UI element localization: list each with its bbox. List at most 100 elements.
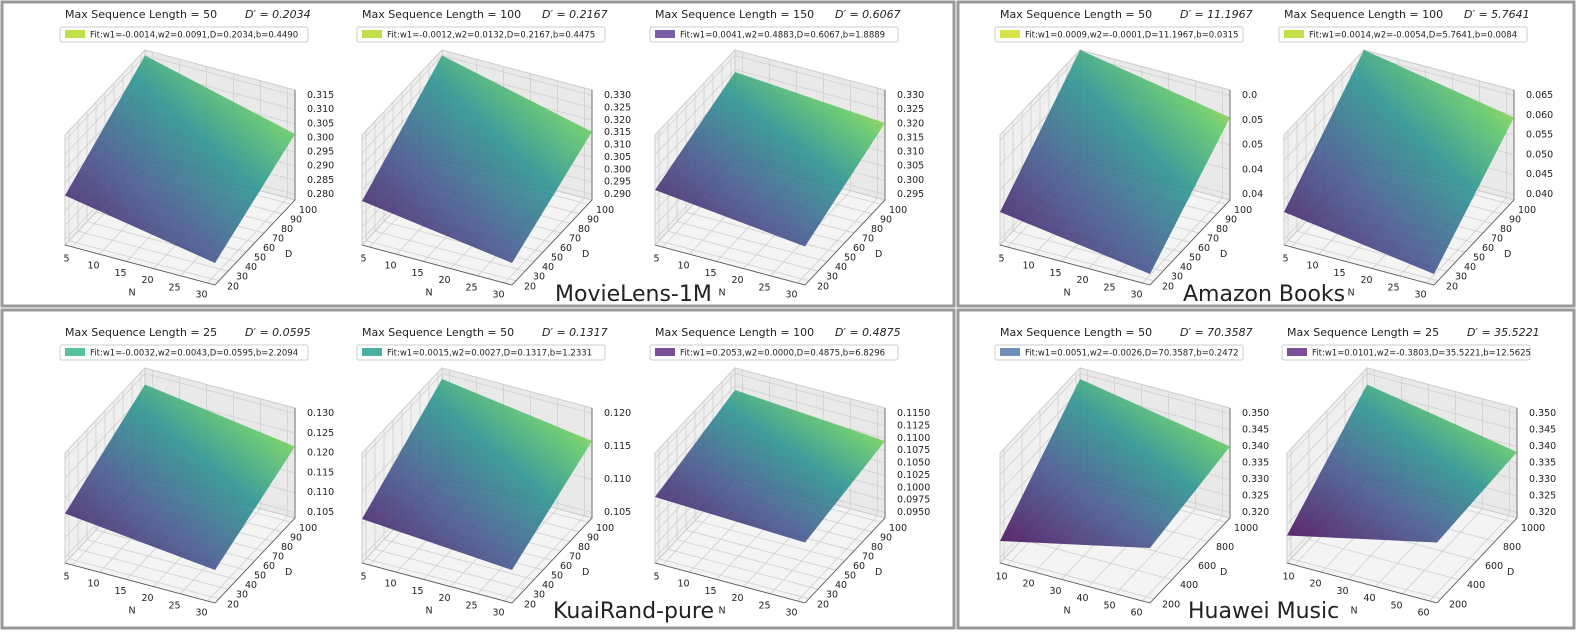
z-tick-label: 0.320: [1242, 507, 1269, 518]
x-tick-label: 10: [1306, 261, 1318, 272]
z-tick-label: 0.315: [604, 127, 631, 138]
legend-swatch: [1000, 348, 1020, 356]
grid-line: [654, 385, 736, 472]
y-tick-label: 50: [1473, 253, 1485, 264]
grid-line: [361, 373, 443, 459]
x-axis-label: N: [425, 606, 432, 617]
y-tick-label: 90: [587, 532, 599, 543]
z-tick-label: 0.330: [1242, 474, 1269, 485]
axis-line: [804, 199, 886, 286]
y-tick-label: 600: [1198, 561, 1216, 572]
grid-line: [654, 55, 736, 141]
z-tick-label: 0.295: [604, 177, 631, 188]
grid-line: [441, 55, 593, 96]
x-tick-label: 20: [141, 275, 153, 286]
legend-box: [994, 26, 1244, 43]
x-tick-label: 30: [1414, 290, 1426, 301]
x-axis-label: N: [1063, 606, 1070, 617]
y-tick-label: 20: [524, 599, 536, 610]
z-tick-label: 0.340: [1242, 441, 1269, 452]
grid-line: [999, 389, 1081, 476]
grid-line: [734, 55, 886, 96]
y-tick-label: 30: [236, 272, 248, 283]
legend-box: [649, 344, 899, 361]
axis-line: [654, 244, 806, 286]
group-label: MovieLens-1M: [555, 282, 712, 307]
y-tick-label: 50: [844, 253, 856, 264]
legend-swatch: [65, 348, 85, 356]
y-axis-label: D: [582, 249, 589, 260]
group-label: Amazon Books: [1183, 282, 1345, 307]
z-tick-label: 0.300: [307, 132, 334, 143]
x-tick-label: 15: [704, 586, 716, 597]
z-tick-label: 0.345: [1242, 425, 1269, 436]
panel: Max Sequence Length = 50 D′ = 0.2034 Fit:w…: [59, 8, 334, 301]
y-tick-label: 20: [1162, 281, 1174, 292]
z-tick-label: 0.105: [604, 507, 631, 518]
legend-text: Fit:w1=-0.0032,w2=0.0043,D=0.0595,b=2.20…: [90, 349, 298, 359]
grid-line: [1283, 55, 1365, 141]
axis-line: [1283, 244, 1435, 286]
x-tick-label: 25: [1387, 282, 1399, 293]
x-tick-label: 20: [438, 275, 450, 286]
x-tick-label: 20: [1309, 579, 1321, 590]
panel: Max Sequence Length = 150 D′ = 0.6067 Fit:…: [649, 8, 924, 301]
x-tick-label: 10: [384, 261, 396, 272]
y-tick-label: 1000: [1234, 523, 1258, 534]
legend-text: Fit:w1=0.0101,w2=-0.3803,D=35.5221,b=12.…: [1312, 349, 1531, 359]
panel-title: Max Sequence Length = 25: [65, 326, 217, 339]
axis-line: [1149, 517, 1231, 604]
grid-line: [374, 548, 526, 590]
y-tick-label: 70: [569, 551, 581, 562]
y-tick-label: 80: [578, 542, 590, 553]
y-tick-label: 400: [1467, 580, 1485, 591]
legend-swatch: [65, 30, 85, 38]
legend-swatch: [1284, 30, 1304, 38]
y-tick-label: 40: [1180, 262, 1192, 273]
legend-swatch: [655, 30, 675, 38]
y-tick-label: 600: [1485, 561, 1503, 572]
z-tick-label: 0.290: [604, 189, 631, 200]
y-tick-label: 60: [263, 561, 275, 572]
legend-swatch: [1000, 30, 1020, 38]
y-tick-label: 1000: [1521, 523, 1545, 534]
x-axis-label: N: [718, 288, 725, 299]
panel-title: Max Sequence Length = 50: [1000, 8, 1152, 21]
fit-surface: [655, 72, 885, 247]
grid-line: [64, 373, 146, 459]
grid-line: [374, 230, 526, 272]
z-tick-label: 0.280: [307, 189, 334, 200]
z-tick-label: 0.110: [604, 474, 631, 485]
grid-line: [654, 69, 736, 155]
y-axis-label: D: [285, 249, 292, 260]
x-tick-label: 10: [1022, 261, 1034, 272]
grid-line: [77, 548, 229, 590]
z-tick-label: 0.130: [307, 408, 334, 419]
y-tick-label: 60: [560, 243, 572, 254]
legend-text: Fit:w1=0.0015,w2=0.0027,D=0.1317,b=1.233…: [387, 349, 592, 359]
x-tick-label: 5: [63, 254, 69, 265]
z-tick-label: 0.330: [1529, 474, 1556, 485]
z-tick-label: 0.300: [604, 164, 631, 175]
x-tick-label: 20: [731, 593, 743, 604]
x-tick-label: 30: [195, 290, 207, 301]
y-tick-label: 90: [880, 532, 892, 543]
legend-box: [1281, 344, 1531, 361]
axis-line: [214, 517, 296, 604]
grid-line: [1286, 373, 1368, 459]
grid-line: [441, 373, 593, 414]
z-tick-label: 0.065: [1526, 90, 1553, 101]
z-tick-label: 0.310: [604, 140, 631, 151]
z-tick-label: 0.305: [604, 152, 631, 163]
legend-text: Fit:w1=0.0051,w2=-0.0026,D=70.3587,b=0.2…: [1025, 349, 1239, 359]
y-tick-label: 50: [844, 571, 856, 582]
y-tick-label: 40: [835, 580, 847, 591]
legend-box: [59, 344, 309, 361]
y-tick-label: 30: [826, 272, 838, 283]
fit-surface: [1000, 379, 1230, 548]
grid-line: [1308, 539, 1460, 581]
grid-line: [68, 558, 220, 600]
x-tick-label: 60: [1417, 608, 1429, 619]
y-tick-label: 40: [835, 262, 847, 273]
